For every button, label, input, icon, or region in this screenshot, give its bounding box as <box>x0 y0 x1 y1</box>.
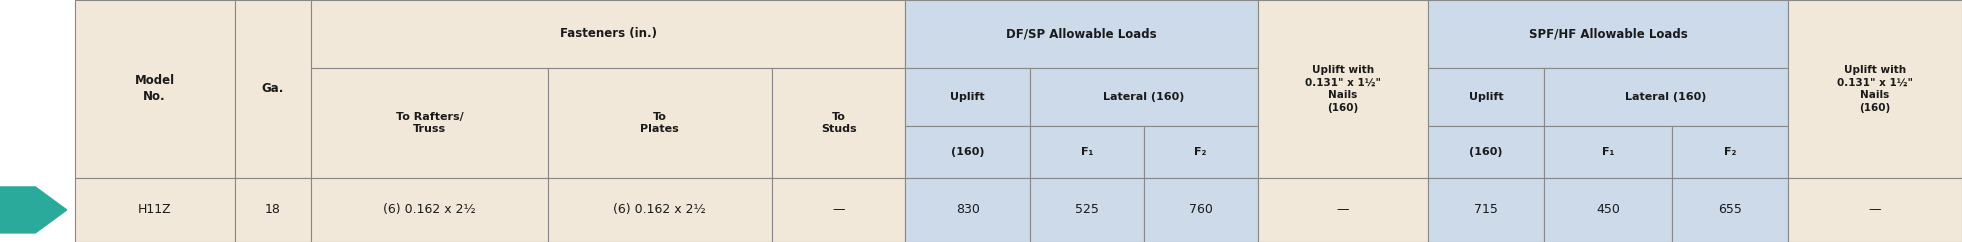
Text: (6) 0.162 x 2½: (6) 0.162 x 2½ <box>383 204 477 216</box>
Bar <box>771 178 904 242</box>
Text: (160): (160) <box>1470 147 1503 157</box>
Text: DF/SP Allowable Loads: DF/SP Allowable Loads <box>1007 27 1158 40</box>
Bar <box>1144 178 1258 242</box>
Text: Uplift with
0.131" x 1½"
Nails
(160): Uplift with 0.131" x 1½" Nails (160) <box>1305 65 1381 113</box>
Text: 655: 655 <box>1719 204 1742 216</box>
Bar <box>1544 68 1787 126</box>
Bar <box>904 0 1258 68</box>
Text: F₁: F₁ <box>1601 147 1615 157</box>
Bar <box>1428 178 1544 242</box>
Text: Fasteners (in.): Fasteners (in.) <box>559 27 657 40</box>
Text: SPF/HF Allowable Loads: SPF/HF Allowable Loads <box>1528 27 1687 40</box>
Text: To Rafters/
Truss: To Rafters/ Truss <box>396 112 463 134</box>
Bar <box>1144 126 1258 178</box>
Bar <box>1258 178 1428 242</box>
Text: Lateral (160): Lateral (160) <box>1625 92 1707 102</box>
Text: F₂: F₂ <box>1725 147 1736 157</box>
Text: 715: 715 <box>1473 204 1499 216</box>
Bar <box>75 178 235 242</box>
Text: —: — <box>1868 204 1882 216</box>
Bar <box>904 126 1030 178</box>
Bar <box>1787 0 1962 178</box>
Text: Lateral (160): Lateral (160) <box>1103 92 1185 102</box>
Text: F₂: F₂ <box>1195 147 1207 157</box>
Bar <box>235 0 312 178</box>
Text: —: — <box>832 204 846 216</box>
Text: 525: 525 <box>1075 204 1099 216</box>
Text: H11Z: H11Z <box>137 204 171 216</box>
Bar <box>1672 126 1787 178</box>
Text: 450: 450 <box>1595 204 1621 216</box>
Bar <box>547 178 771 242</box>
Bar <box>547 68 771 178</box>
Bar <box>1544 126 1672 178</box>
Text: (160): (160) <box>952 147 985 157</box>
Bar <box>1544 178 1672 242</box>
Bar <box>1428 0 1787 68</box>
Bar <box>75 0 235 178</box>
Text: 760: 760 <box>1189 204 1213 216</box>
Text: 18: 18 <box>265 204 281 216</box>
Bar <box>1428 68 1544 126</box>
Text: Uplift: Uplift <box>950 92 985 102</box>
Bar <box>904 178 1030 242</box>
Bar <box>235 178 312 242</box>
Bar <box>312 68 547 178</box>
Bar <box>1428 126 1544 178</box>
Text: To
Plates: To Plates <box>640 112 679 134</box>
Bar <box>904 68 1030 126</box>
Text: Model
No.: Model No. <box>135 75 175 103</box>
Text: Uplift with
0.131" x 1½"
Nails
(160): Uplift with 0.131" x 1½" Nails (160) <box>1836 65 1913 113</box>
Bar <box>1030 68 1258 126</box>
Bar <box>1672 178 1787 242</box>
Text: (6) 0.162 x 2½: (6) 0.162 x 2½ <box>614 204 706 216</box>
Text: To
Studs: To Studs <box>820 112 857 134</box>
Bar <box>1030 178 1144 242</box>
Text: F₁: F₁ <box>1081 147 1093 157</box>
Text: —: — <box>1336 204 1350 216</box>
Bar <box>312 178 547 242</box>
Text: Ga.: Ga. <box>261 83 284 95</box>
Text: 830: 830 <box>955 204 979 216</box>
Bar <box>312 0 904 68</box>
Bar <box>1787 178 1962 242</box>
Bar <box>1030 126 1144 178</box>
Bar <box>1258 0 1428 178</box>
Bar <box>771 68 904 178</box>
Text: Uplift: Uplift <box>1470 92 1503 102</box>
FancyArrow shape <box>0 187 67 233</box>
